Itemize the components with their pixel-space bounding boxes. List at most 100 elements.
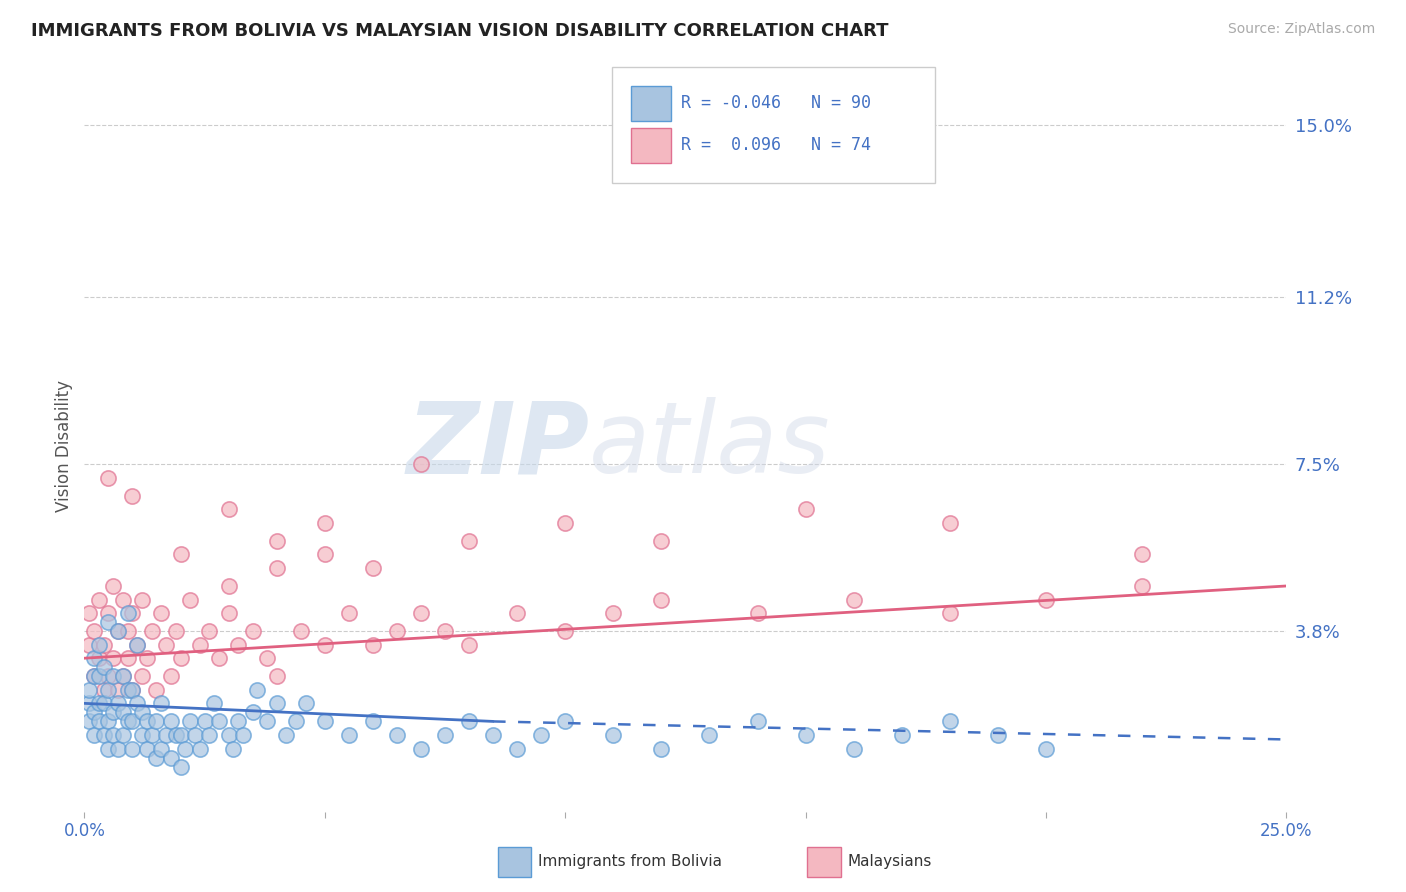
Point	[127, 697, 149, 711]
Point	[218, 579, 240, 593]
Point	[93, 728, 115, 742]
Point	[198, 624, 221, 639]
Point	[77, 682, 100, 697]
Point	[97, 606, 120, 620]
Point	[699, 728, 721, 742]
Point	[602, 728, 624, 742]
Point	[150, 741, 173, 756]
Point	[939, 516, 962, 530]
Point	[83, 706, 105, 720]
Point	[179, 592, 201, 607]
Point	[174, 741, 197, 756]
Point	[111, 592, 134, 607]
Point	[77, 697, 100, 711]
Point	[409, 741, 432, 756]
Point	[290, 624, 312, 639]
Point	[188, 741, 211, 756]
Point	[160, 750, 183, 764]
Point	[218, 606, 240, 620]
Point	[97, 615, 120, 629]
Point	[141, 728, 163, 742]
Point	[127, 638, 149, 652]
Point	[83, 669, 105, 683]
Point	[131, 706, 153, 720]
Point	[169, 759, 191, 773]
Point	[131, 669, 153, 683]
Point	[1035, 592, 1057, 607]
Point	[458, 533, 481, 548]
Point	[169, 547, 191, 561]
Point	[145, 714, 167, 729]
Point	[314, 516, 336, 530]
Point	[107, 624, 129, 639]
Point	[361, 714, 384, 729]
Point	[87, 592, 110, 607]
Point	[246, 682, 269, 697]
Point	[1130, 579, 1153, 593]
Point	[83, 624, 105, 639]
Point	[83, 669, 105, 683]
Point	[1130, 547, 1153, 561]
Point	[135, 741, 157, 756]
Point	[842, 741, 865, 756]
Point	[117, 624, 139, 639]
Point	[97, 669, 120, 683]
Text: ZIP: ZIP	[406, 398, 589, 494]
Point	[165, 624, 187, 639]
Text: IMMIGRANTS FROM BOLIVIA VS MALAYSIAN VISION DISABILITY CORRELATION CHART: IMMIGRANTS FROM BOLIVIA VS MALAYSIAN VIS…	[31, 22, 889, 40]
Point	[117, 606, 139, 620]
Point	[242, 624, 264, 639]
Point	[266, 561, 288, 575]
Point	[121, 682, 143, 697]
Point	[458, 638, 481, 652]
Point	[232, 728, 254, 742]
Point	[121, 606, 143, 620]
Point	[111, 728, 134, 742]
Point	[145, 682, 167, 697]
Point	[650, 741, 672, 756]
Text: atlas: atlas	[589, 398, 831, 494]
Point	[294, 697, 316, 711]
Point	[103, 579, 125, 593]
Point	[226, 714, 249, 729]
Point	[1035, 741, 1057, 756]
Point	[87, 714, 110, 729]
Point	[194, 714, 217, 729]
Point	[184, 728, 207, 742]
Point	[97, 470, 120, 484]
Point	[160, 669, 183, 683]
Point	[117, 651, 139, 665]
Text: Malaysians: Malaysians	[848, 855, 932, 869]
Point	[337, 728, 360, 742]
Point	[93, 638, 115, 652]
Point	[107, 697, 129, 711]
Point	[208, 714, 231, 729]
Point	[284, 714, 307, 729]
Point	[794, 728, 817, 742]
Point	[939, 606, 962, 620]
Point	[131, 728, 153, 742]
Point	[107, 741, 129, 756]
Point	[266, 533, 288, 548]
Point	[103, 669, 125, 683]
Point	[93, 697, 115, 711]
Y-axis label: Vision Disability: Vision Disability	[55, 380, 73, 512]
Point	[97, 682, 120, 697]
Point	[276, 728, 298, 742]
Point	[87, 697, 110, 711]
Point	[83, 728, 105, 742]
Point	[87, 651, 110, 665]
Point	[111, 669, 134, 683]
Point	[169, 728, 191, 742]
Point	[266, 697, 288, 711]
Point	[155, 728, 177, 742]
Point	[83, 651, 105, 665]
Point	[409, 606, 432, 620]
Point	[554, 516, 576, 530]
Point	[242, 706, 264, 720]
Point	[506, 741, 529, 756]
Point	[77, 606, 100, 620]
Point	[77, 714, 100, 729]
Point	[145, 750, 167, 764]
Point	[141, 624, 163, 639]
